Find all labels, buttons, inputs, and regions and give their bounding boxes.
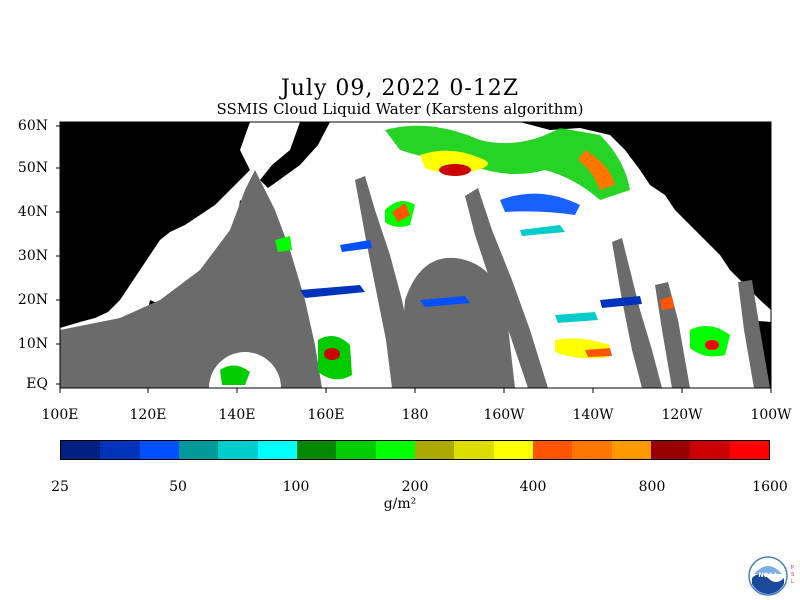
lon-label-160w: 160W <box>483 407 525 423</box>
colorbar-segment <box>61 441 101 459</box>
colorbar-segment <box>454 441 494 459</box>
colorbar-tick-800: 800 <box>638 479 666 495</box>
colorbar-tick-25: 25 <box>51 479 69 495</box>
colorbar-segment <box>100 441 140 459</box>
colorbar-segment <box>139 441 179 459</box>
svg-text:P: P <box>791 565 794 571</box>
colorbar-segment <box>572 441 612 459</box>
colorbar-segment <box>218 441 258 459</box>
lon-label-100e: 100E <box>41 407 79 423</box>
lat-label-10n: 10N <box>17 336 48 352</box>
lat-label-20n: 20N <box>17 292 48 308</box>
lon-label-140w: 140W <box>572 407 614 423</box>
lat-label-30n: 30N <box>17 248 48 264</box>
colorbar-segment <box>611 441 651 459</box>
colorbar <box>60 440 770 460</box>
colorbar-tick-400: 400 <box>519 479 547 495</box>
colorbar-tick-100: 100 <box>282 479 310 495</box>
land-asia <box>60 122 250 328</box>
lat-label-50n: 50N <box>17 160 48 176</box>
colorbar-segment <box>296 441 337 459</box>
land-north-america <box>520 122 771 310</box>
colorbar-segment <box>257 441 297 459</box>
svg-text:L: L <box>791 579 794 585</box>
colorbar-tick-1600: 1600 <box>752 479 788 495</box>
land-kamchatka <box>260 122 330 188</box>
lat-label-40n: 40N <box>17 204 48 220</box>
colorbar-segment <box>414 441 455 459</box>
axis-ticks <box>56 125 772 393</box>
lat-label-eq: EQ <box>26 376 48 392</box>
colorbar-segment <box>650 441 691 459</box>
lon-label-120w: 120W <box>661 407 703 423</box>
plot-subtitle: SSMIS Cloud Liquid Water (Karstens algor… <box>216 100 584 118</box>
lon-label-140e: 140E <box>218 407 256 423</box>
colorbar-tick-50: 50 <box>169 479 187 495</box>
colorbar-segment <box>178 441 219 459</box>
cloud-water-features <box>220 125 730 385</box>
nodata-arch <box>398 257 515 388</box>
lon-label-100w: 100W <box>750 407 792 423</box>
svg-text:S: S <box>791 572 794 578</box>
colorbar-segment <box>375 441 415 459</box>
plot-title: July 09, 2022 0-12Z <box>280 76 520 101</box>
colorbar-segment <box>729 441 769 459</box>
lon-label-120e: 120E <box>129 407 167 423</box>
lat-label-60n: 60N <box>17 118 48 134</box>
noaa-logo: NOAA P S L <box>748 556 794 596</box>
colorbar-segment <box>532 441 573 459</box>
lon-label-160e: 160E <box>307 407 345 423</box>
nodata-swath-5 <box>738 280 770 388</box>
colorbar-segment <box>690 441 730 459</box>
nodata-swath-2 <box>465 188 548 388</box>
lon-label-180: 180 <box>401 407 429 423</box>
colorbar-tick-200: 200 <box>401 479 429 495</box>
nodata-swath-west <box>60 170 322 388</box>
colorbar-segment <box>336 441 376 459</box>
colorbar-units: g/m² <box>383 496 417 512</box>
logo-text: NOAA <box>758 572 778 579</box>
colorbar-segment <box>493 441 533 459</box>
nodata-swath-3 <box>612 238 662 388</box>
nodata-swath-1 <box>355 176 412 388</box>
